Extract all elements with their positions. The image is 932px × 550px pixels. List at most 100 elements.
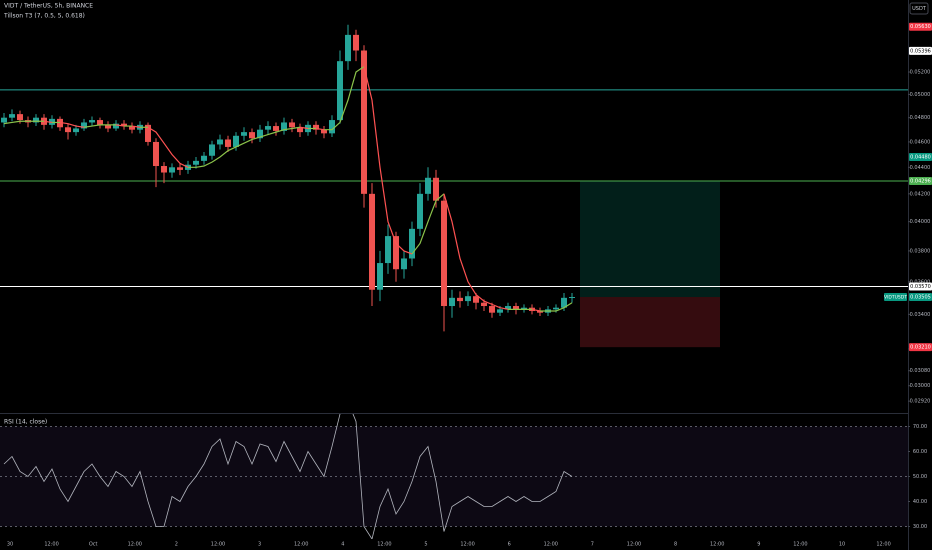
candle-body	[497, 309, 503, 313]
candle-body	[241, 132, 247, 136]
t3-line	[299, 126, 309, 130]
candle-body	[233, 135, 239, 147]
t3-line	[3, 120, 44, 125]
candle-body	[521, 307, 527, 310]
y-tick-label: 0.05200	[910, 70, 931, 76]
price-label: 0.03210	[910, 345, 931, 351]
t3-line	[131, 125, 141, 128]
candle-body	[33, 117, 39, 123]
candle-body	[313, 124, 319, 130]
y-tick-label: 0.04800	[910, 115, 931, 121]
y-tick-label: 0.03080	[910, 368, 931, 374]
rsi-title: RSI (14, close)	[4, 419, 47, 426]
t3-line	[188, 126, 301, 168]
candle-body	[177, 167, 183, 170]
candle-body	[329, 120, 335, 134]
price-label-box	[909, 153, 932, 162]
candle-body	[105, 124, 111, 129]
price-label-box	[909, 343, 932, 352]
candle-body	[1, 117, 7, 123]
y-tick-label: 0.04000	[910, 219, 931, 225]
t3-line	[147, 126, 189, 168]
t3-line	[531, 308, 541, 312]
candle-body	[481, 302, 487, 307]
x-tick-label: 8	[674, 542, 677, 548]
candle-body	[97, 120, 103, 125]
candle-body	[369, 193, 375, 290]
t3-line	[115, 124, 125, 127]
x-tick-label: 4	[341, 542, 344, 548]
x-tick-label: 10	[839, 542, 845, 548]
t3-line	[315, 127, 325, 131]
candle-body	[473, 296, 479, 303]
x-tick-label: 12:00	[377, 542, 391, 548]
t3-line	[363, 66, 413, 255]
x-tick-label: 12:00	[710, 542, 724, 548]
candle-body	[353, 34, 359, 51]
candle-body	[385, 236, 391, 264]
candle-body	[9, 114, 15, 118]
y-tick-label: 0.04600	[910, 139, 931, 145]
price-label: 0.04296	[910, 178, 931, 184]
price-label-box	[909, 282, 932, 291]
candle-body	[561, 297, 567, 308]
rsi-tick-label: 30.00	[913, 524, 927, 530]
t3-line	[324, 66, 365, 131]
candle-body	[81, 122, 87, 129]
candle-body	[297, 127, 303, 133]
symbol-tag-box	[884, 293, 907, 302]
price-label: 0.03505	[910, 295, 931, 301]
candle-body	[401, 258, 407, 270]
candle-body	[489, 306, 495, 313]
target-zone	[580, 180, 720, 298]
candle-body	[393, 236, 399, 270]
x-tick-label: 12:00	[44, 542, 58, 548]
x-tick-label: Oct	[89, 542, 98, 548]
candle-body	[337, 61, 343, 121]
candle-body	[553, 307, 559, 310]
rsi-pane	[0, 414, 908, 539]
candle-body	[377, 263, 383, 290]
candle-body	[249, 132, 255, 139]
t3-line	[43, 120, 53, 124]
stop-zone	[580, 297, 720, 348]
currency-label[interactable]: USDT	[912, 6, 927, 12]
candle-body	[265, 126, 271, 130]
t3-line	[443, 193, 509, 310]
x-tick-label: 9	[757, 542, 760, 548]
candle-body	[193, 160, 199, 165]
candle-body	[217, 139, 223, 145]
price-label-box	[909, 22, 932, 31]
y-tick-label: 0.04200	[910, 191, 931, 197]
candle-body	[433, 177, 439, 201]
x-tick-label: 12:00	[544, 542, 558, 548]
y-tick-label: 0.03000	[910, 383, 931, 389]
candle-body	[273, 126, 279, 131]
symbol-tag: VIDTUSDT	[884, 295, 907, 301]
x-tick-label: 5	[424, 542, 427, 548]
candle-body	[209, 144, 215, 156]
price-label: 0.05630	[910, 24, 931, 30]
x-tick-label: 12:00	[128, 542, 142, 548]
t3-line	[540, 302, 573, 312]
candle-body	[441, 200, 447, 307]
candle-body	[409, 228, 415, 259]
price-label-box	[909, 46, 932, 55]
y-tick-label: 0.04400	[910, 165, 931, 171]
candle-body	[505, 306, 511, 310]
x-tick-label: 6	[508, 542, 511, 548]
rsi-line	[3, 414, 573, 539]
candle-body	[281, 122, 287, 131]
x-tick-label: 30	[7, 542, 13, 548]
candle-body	[321, 129, 327, 134]
x-tick-label: 12:00	[460, 542, 474, 548]
candle-body	[161, 166, 167, 173]
candle-body	[225, 139, 231, 147]
candle-body	[169, 167, 175, 173]
candle-body	[201, 155, 207, 161]
rsi-tick-label: 50.00	[913, 474, 927, 480]
currency-button[interactable]	[909, 2, 929, 15]
candle-body	[513, 306, 519, 310]
candle-body	[257, 129, 263, 139]
